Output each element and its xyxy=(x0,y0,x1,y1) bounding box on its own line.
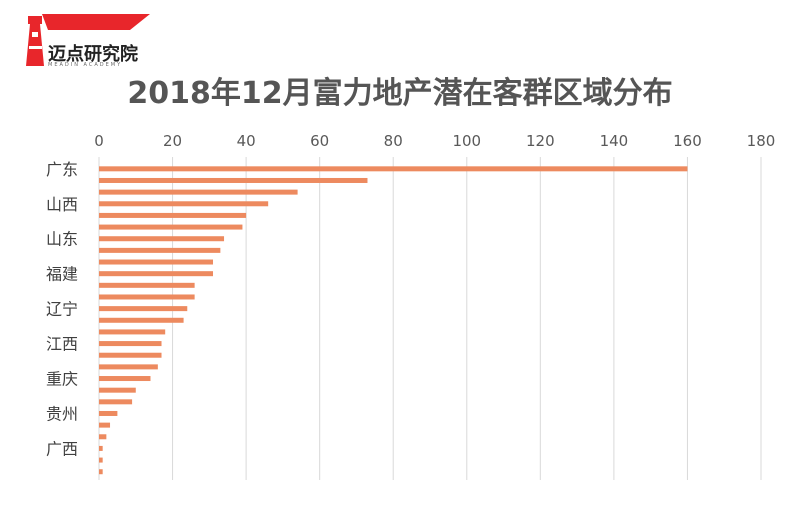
bar xyxy=(99,387,136,393)
logo-lighthouse-top xyxy=(28,16,42,24)
x-tick-label: 20 xyxy=(163,132,182,150)
bar xyxy=(99,271,214,277)
category-label: 贵州 xyxy=(46,404,78,423)
brand-logo xyxy=(26,14,150,66)
bar xyxy=(99,329,166,335)
logo-lighthouse xyxy=(26,24,44,66)
category-label: 山西 xyxy=(46,195,78,214)
bar xyxy=(99,224,243,230)
x-tick-label: 80 xyxy=(384,132,403,150)
brand-subtitle: MEADIN ACADEMY xyxy=(48,62,123,68)
x-tick-label: 120 xyxy=(526,132,555,150)
category-label: 江西 xyxy=(46,335,78,354)
bar xyxy=(99,410,118,416)
x-tick-label: 160 xyxy=(673,132,702,150)
bar xyxy=(99,306,188,312)
category-label: 福建 xyxy=(46,265,78,284)
bar xyxy=(99,201,269,207)
bar xyxy=(99,212,247,218)
category-label: 山东 xyxy=(46,230,78,249)
bar xyxy=(99,445,103,451)
x-tick-label: 180 xyxy=(747,132,776,150)
bar xyxy=(99,376,151,382)
bar xyxy=(99,317,184,323)
bar xyxy=(99,177,368,183)
bar xyxy=(99,294,195,300)
bar xyxy=(99,469,103,475)
category-label: 广东 xyxy=(46,160,78,179)
bar xyxy=(99,236,225,242)
x-tick-label: 60 xyxy=(310,132,329,150)
bar xyxy=(99,166,688,172)
bar xyxy=(99,259,214,265)
x-tick-label: 0 xyxy=(94,132,104,150)
bar xyxy=(99,247,221,253)
bar xyxy=(99,282,195,288)
bar xyxy=(99,364,158,370)
bar xyxy=(99,422,111,428)
x-tick-label: 140 xyxy=(600,132,629,150)
bar xyxy=(99,341,162,347)
bar xyxy=(99,399,133,405)
bar xyxy=(99,434,107,440)
logo-lighthouse-band xyxy=(29,46,42,49)
logo-lighthouse-window xyxy=(32,32,38,37)
category-label: 广西 xyxy=(46,439,78,458)
category-label: 辽宁 xyxy=(46,300,78,319)
brand-name: 迈点研究院 xyxy=(48,44,138,65)
category-label: 重庆 xyxy=(46,370,78,389)
bar xyxy=(99,352,162,358)
logo-banner xyxy=(42,14,150,30)
bar xyxy=(99,189,298,195)
x-tick-label: 40 xyxy=(237,132,256,150)
bar xyxy=(99,457,103,463)
x-tick-label: 100 xyxy=(452,132,481,150)
chart-title: 2018年12月富力地产潜在客群区域分布 xyxy=(127,76,673,111)
